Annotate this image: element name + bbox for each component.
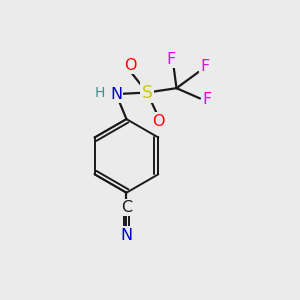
Text: H: H xyxy=(95,85,105,100)
Text: O: O xyxy=(153,114,165,129)
Text: F: F xyxy=(200,59,210,74)
Text: N: N xyxy=(110,87,122,102)
Text: N: N xyxy=(120,228,133,243)
Text: C: C xyxy=(121,200,132,215)
Text: O: O xyxy=(124,58,137,73)
Text: F: F xyxy=(202,92,211,107)
Text: F: F xyxy=(167,52,176,67)
Text: S: S xyxy=(142,84,153,102)
